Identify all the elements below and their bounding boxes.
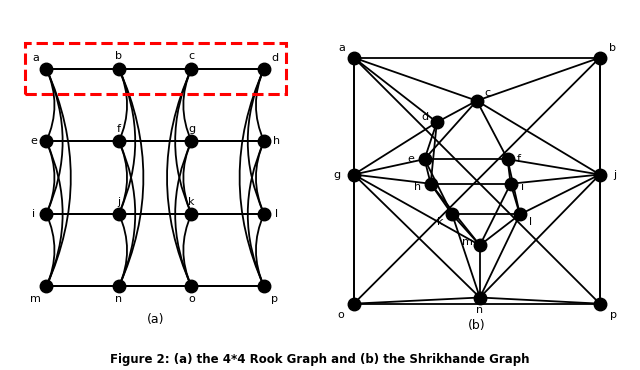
Text: p: p bbox=[271, 294, 278, 304]
Text: g: g bbox=[188, 124, 195, 134]
Text: e: e bbox=[31, 136, 37, 146]
Text: h: h bbox=[273, 136, 280, 146]
Text: j: j bbox=[614, 169, 617, 179]
Text: k: k bbox=[188, 196, 195, 206]
Text: c: c bbox=[484, 88, 490, 98]
Text: e: e bbox=[408, 154, 415, 164]
Text: b: b bbox=[115, 51, 122, 61]
Text: i: i bbox=[522, 182, 525, 192]
Text: n: n bbox=[115, 294, 122, 304]
Text: h: h bbox=[413, 182, 420, 192]
Text: c: c bbox=[188, 51, 195, 61]
Text: f: f bbox=[117, 124, 121, 134]
Text: f: f bbox=[516, 154, 520, 164]
Text: p: p bbox=[610, 310, 617, 320]
Text: a: a bbox=[338, 43, 345, 54]
Text: g: g bbox=[333, 169, 340, 179]
Text: o: o bbox=[337, 310, 344, 320]
Text: i: i bbox=[33, 209, 36, 219]
Text: d: d bbox=[271, 53, 278, 63]
Text: b: b bbox=[609, 43, 616, 54]
Text: n: n bbox=[476, 305, 483, 315]
Text: m: m bbox=[462, 236, 473, 246]
Text: a: a bbox=[32, 53, 39, 63]
Text: o: o bbox=[188, 294, 195, 304]
Text: (a): (a) bbox=[147, 313, 164, 326]
Bar bbox=[24, 43, 286, 94]
Text: j: j bbox=[117, 196, 120, 206]
Text: l: l bbox=[529, 217, 532, 227]
Text: (b): (b) bbox=[468, 319, 486, 332]
Text: l: l bbox=[275, 209, 278, 219]
Text: m: m bbox=[30, 294, 41, 304]
Text: Figure 2: (a) the 4*4 Rook Graph and (b) the Shrikhande Graph: Figure 2: (a) the 4*4 Rook Graph and (b)… bbox=[110, 353, 530, 366]
Text: k: k bbox=[436, 217, 443, 227]
Text: d: d bbox=[421, 112, 428, 122]
